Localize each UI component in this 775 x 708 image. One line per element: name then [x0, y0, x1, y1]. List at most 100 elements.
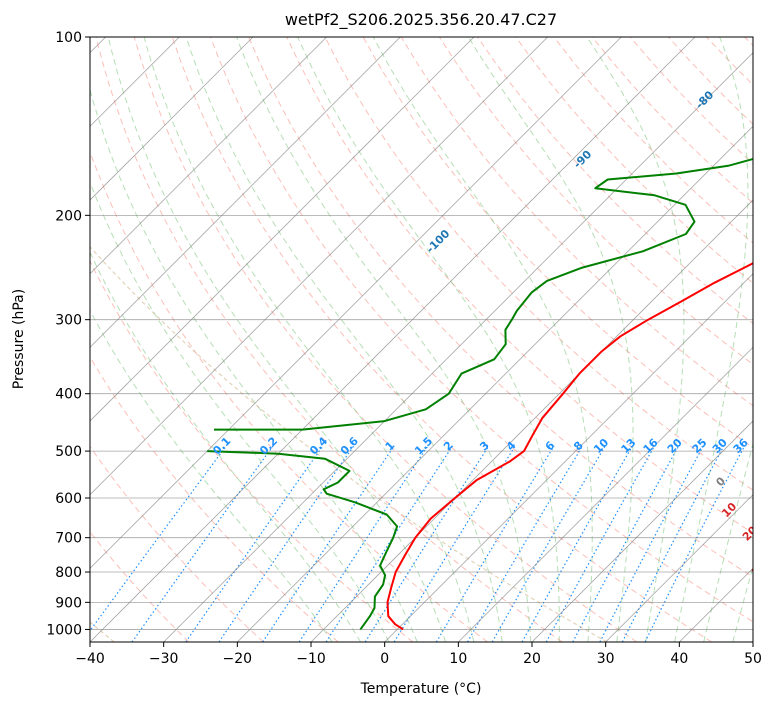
y-tick-label: 200 — [55, 208, 82, 224]
isotherm-line — [531, 420, 753, 642]
dry-adiabat — [171, 37, 712, 642]
x-tick-label: 30 — [597, 651, 615, 667]
dry-adiabat — [90, 356, 339, 642]
y-tick-label: 700 — [55, 531, 82, 547]
y-tick-label: 1000 — [46, 622, 82, 638]
mixing-ratio-label: 1.5 — [412, 435, 435, 458]
moist-adiabat — [762, 37, 775, 642]
mixing-ratio-line — [572, 445, 680, 642]
moist-adiabat — [185, 37, 503, 642]
isotherm-line — [605, 494, 753, 642]
moist-adiabat — [90, 180, 390, 642]
x-tick-label: −40 — [75, 651, 105, 667]
isotherm-line — [90, 37, 254, 201]
mixing-ratio-line — [262, 445, 395, 642]
moist-adiabat — [732, 564, 753, 642]
x-tick-label: −30 — [149, 651, 179, 667]
isotherm-label: 30 — [749, 558, 769, 578]
isotherm-line — [384, 273, 753, 642]
isotherm-line — [90, 37, 401, 348]
moist-adiabat — [372, 37, 593, 642]
x-tick-label: 50 — [744, 651, 762, 667]
moist-adiabat — [467, 37, 634, 642]
dry-adiabat — [90, 150, 488, 642]
mixing-ratio-line — [545, 445, 656, 642]
moist-adiabat — [107, 37, 447, 642]
moist-adiabat — [674, 37, 749, 642]
dry-adiabat — [706, 37, 753, 86]
plot-frame — [89, 36, 754, 643]
moist-adiabat — [90, 88, 418, 642]
mixing-ratio-label: 0.1 — [210, 435, 233, 458]
mixing-ratio-label: 10 — [591, 436, 611, 456]
dry-adiabat — [324, 37, 753, 491]
isotherm-line — [458, 346, 753, 642]
moist-adiabat-label: -80 — [693, 88, 716, 111]
y-tick-label: 300 — [55, 313, 82, 329]
x-tick-label: 20 — [523, 651, 541, 667]
dry-adiabat — [90, 531, 190, 642]
chart-title: wetPf2_S206.2025.356.20.47.C27 — [285, 10, 557, 30]
mixing-ratio-label: 20 — [665, 436, 685, 456]
y-tick-label: 600 — [55, 491, 82, 507]
dry-adiabat — [515, 37, 753, 284]
mixing-ratio-line — [364, 445, 490, 642]
x-tick-label: 0 — [380, 651, 389, 667]
mixing-ratio-line — [621, 445, 725, 642]
mixing-ratio-line — [644, 445, 746, 642]
isotherm-label: 10 — [719, 500, 739, 520]
accent-curve — [90, 245, 608, 642]
moist-adiabat — [703, 441, 753, 642]
series-lines — [207, 157, 753, 631]
isotherm-line — [90, 37, 696, 642]
mixing-ratio-line — [185, 445, 324, 642]
mixing-ratio-label: 36 — [731, 436, 751, 456]
mixing-ratio-line — [435, 445, 555, 642]
mixing-ratio-line — [521, 445, 634, 642]
mixing-ratio-line — [90, 445, 227, 632]
profile-line — [386, 262, 753, 631]
dry-adiabat — [248, 37, 753, 578]
y-tick-label: 500 — [55, 444, 82, 460]
isotherm-line — [90, 37, 475, 422]
dry-adiabat — [133, 37, 638, 642]
x-axis: −40 −30 −20 −10 0 10 20 30 40 50 — [75, 642, 762, 667]
mixing-ratio-line — [218, 445, 355, 642]
y-axis-label: Pressure (hPa) — [11, 289, 27, 389]
mixing-ratio-line — [131, 445, 274, 642]
y-axis: 1000 900 800 700 600 500 400 300 200 100 — [46, 30, 90, 638]
x-tick-label: −20 — [223, 651, 253, 667]
dry-adiabat — [668, 37, 753, 125]
x-tick-label: 10 — [449, 651, 467, 667]
dry-adiabat — [210, 37, 753, 623]
dry-adiabat — [90, 259, 414, 642]
mixing-ratio-label: 0.6 — [338, 434, 361, 457]
y-tick-label: 800 — [55, 565, 82, 581]
mixing-ratio-line — [325, 445, 454, 642]
x-tick-label: 40 — [670, 651, 688, 667]
line-labels: -100-90-80-70-60-50-40-30-20-100.10.20.4… — [210, 88, 775, 608]
mixing-ratio-line — [599, 445, 704, 642]
moist-adiabat-label: -90 — [571, 148, 594, 171]
isotherm-label: 0 — [713, 474, 728, 489]
dry-adiabat — [95, 37, 563, 642]
dry-adiabat — [553, 37, 753, 244]
isotherm-line — [752, 641, 753, 642]
mixing-ratio-line — [298, 445, 429, 642]
mixing-ratio-label: 30 — [710, 436, 730, 456]
moist-adiabat — [90, 251, 362, 642]
x-tick-label: −10 — [296, 651, 326, 667]
moist-adiabat-label: -100 — [424, 227, 453, 256]
mixing-ratio-label: 25 — [690, 436, 710, 456]
isotherm-label: 40 — [764, 588, 775, 608]
x-axis-label: Temperature (°C) — [360, 681, 482, 697]
y-tick-label: 100 — [55, 30, 82, 46]
mixing-ratio-label: 16 — [641, 436, 661, 456]
y-tick-label: 400 — [55, 387, 82, 403]
isotherm-line — [310, 199, 753, 642]
isotherm-line — [90, 37, 622, 569]
mixing-ratio-line — [466, 445, 584, 642]
y-tick-label: 900 — [55, 595, 82, 611]
dry-adiabat — [744, 37, 753, 47]
